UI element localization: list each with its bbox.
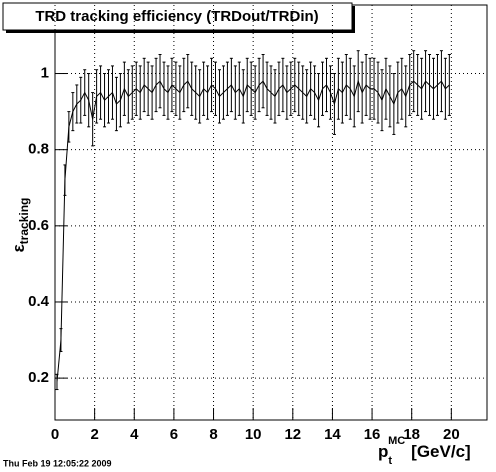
x-label-subscript: t — [388, 455, 392, 467]
y-tick-label: 0.4 — [28, 293, 50, 310]
x-tick-label: 0 — [51, 426, 59, 443]
y-tick-label: 0.6 — [28, 217, 49, 234]
y-label-symbol: ε — [9, 244, 28, 252]
y-axis-label: εtracking — [9, 198, 31, 253]
x-tick-label: 4 — [130, 426, 139, 443]
x-tick-label: 12 — [284, 426, 301, 443]
x-tick-label: 20 — [443, 426, 460, 443]
x-tick-label: 18 — [403, 426, 420, 443]
chart-title: TRD tracking efficiency (TRDout/TRDin) — [35, 8, 318, 25]
x-label-superscript: MC — [388, 435, 405, 447]
x-tick-label: 6 — [170, 426, 178, 443]
x-tick-label: 8 — [209, 426, 217, 443]
y-tick-label: 0.2 — [28, 369, 49, 386]
title-box — [2, 2, 353, 31]
y-label-subscript: tracking — [17, 198, 31, 245]
y-tick-label: 1 — [41, 65, 49, 82]
x-tick-label: 2 — [90, 426, 98, 443]
x-tick-label: 14 — [324, 426, 341, 443]
data-line — [56, 79, 450, 382]
x-tick-label: 10 — [245, 426, 262, 443]
x-axis-label: pt MC [GeV/c] — [378, 435, 471, 467]
x-label-symbol: p — [378, 442, 388, 461]
x-tick-label: 16 — [364, 426, 381, 443]
x-label-unit: [GeV/c] — [411, 442, 471, 461]
y-tick-label: 0.8 — [28, 141, 49, 158]
timestamp: Thu Feb 19 12:05:22 2009 — [3, 458, 112, 468]
